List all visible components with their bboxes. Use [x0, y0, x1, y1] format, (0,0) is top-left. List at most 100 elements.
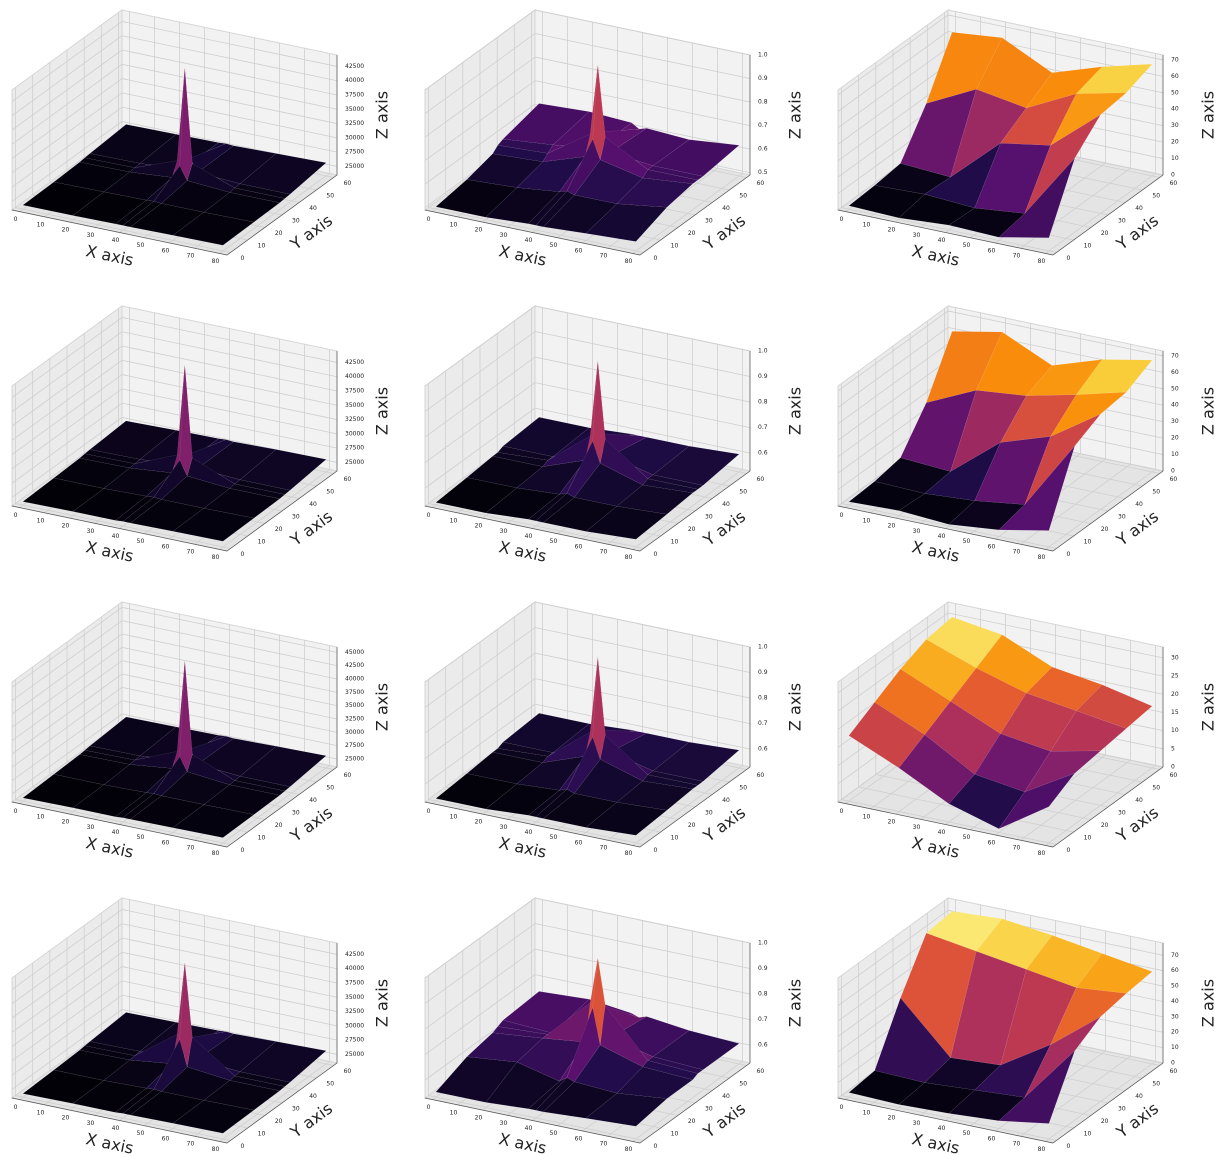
- x-tick-label: 30: [87, 528, 95, 535]
- z-tick-label: 60: [1171, 369, 1179, 376]
- grid-line: [837, 376, 949, 458]
- x-tick-label: 40: [525, 533, 533, 540]
- axis-line: [424, 505, 641, 552]
- axis-line: [1052, 1062, 1164, 1144]
- x-tick-label: 30: [500, 232, 508, 239]
- grid-line: [11, 331, 123, 413]
- grid-line: [428, 799, 644, 845]
- grid-line: [121, 606, 338, 653]
- y-tick-label: 50: [326, 489, 334, 496]
- grid-line: [11, 909, 123, 990]
- z-tick-label: 50: [1171, 385, 1179, 392]
- grid-line: [11, 345, 123, 427]
- grid-line: [121, 317, 338, 363]
- grid-line: [424, 356, 536, 438]
- y-tick-label: 10: [1084, 243, 1092, 250]
- x-tick-label: 30: [500, 1120, 508, 1127]
- x-tick-label: 0: [840, 216, 844, 223]
- x-tick-label: 20: [62, 227, 70, 234]
- y-tick-label: 30: [1118, 810, 1126, 817]
- grid-line: [121, 402, 338, 449]
- x-tick-label: 0: [427, 1104, 431, 1111]
- x-tick-label: 40: [938, 829, 946, 836]
- x-tick-label: 60: [575, 543, 583, 550]
- grid-line: [121, 35, 338, 82]
- x-tick-label: 20: [62, 523, 70, 530]
- z-tick-label: 1.0: [758, 940, 768, 947]
- y-tick-label: 50: [739, 489, 747, 496]
- x-tick-label: 40: [525, 1125, 533, 1132]
- grid-line: [534, 703, 751, 750]
- x-axis-label: X axis: [84, 241, 135, 270]
- x-tick-label: 40: [525, 829, 533, 836]
- z-axis-label: Z axis: [373, 387, 392, 435]
- grid-line: [424, 678, 536, 759]
- grid-line: [947, 310, 1164, 357]
- x-tick-label: 10: [450, 1109, 458, 1116]
- grid-line: [121, 359, 338, 406]
- x-tick-label: 70: [187, 845, 195, 852]
- y-tick-label: 40: [309, 1093, 317, 1100]
- z-tick-label: 40000: [345, 965, 364, 972]
- surface-patch: [239, 449, 327, 491]
- x-tick-label: 60: [988, 543, 996, 550]
- grid-line: [837, 359, 949, 441]
- axis-line: [837, 505, 1054, 552]
- x-tick-label: 0: [840, 512, 844, 519]
- x-tick-label: 70: [600, 845, 608, 852]
- y-tick-label: 60: [757, 1068, 765, 1075]
- grid-line: [121, 980, 338, 1027]
- subplot: 0 10 20 30 40 50 60 70 80 0 10 20 30 40 50 60 25000 27500…: [10, 9, 392, 270]
- grid-line: [11, 700, 123, 781]
- z-tick-label: 32500: [345, 716, 364, 723]
- surface-patch: [172, 804, 255, 838]
- grid-line: [424, 407, 536, 489]
- z-tick-label: 40000: [345, 676, 364, 683]
- z-tick-label: 0: [1171, 1060, 1175, 1067]
- surface-patch: [998, 157, 1075, 239]
- surface-patch: [172, 212, 255, 246]
- y-tick-label: 60: [1170, 180, 1178, 187]
- y-tick-label: 50: [739, 1081, 747, 1088]
- z-tick-label: 25000: [345, 459, 364, 466]
- z-tick-label: 0: [1171, 468, 1175, 475]
- x-axis-label: X axis: [910, 833, 961, 862]
- x-tick-label: 20: [475, 227, 483, 234]
- z-tick-label: 70: [1171, 56, 1179, 63]
- x-tick-label: 10: [863, 1109, 871, 1116]
- y-tick-label: 30: [292, 218, 300, 225]
- surface-patch: [616, 177, 693, 208]
- grid-line: [841, 503, 1057, 549]
- grid-line: [424, 80, 536, 161]
- z-tick-label: 0.7: [758, 424, 768, 431]
- z-tick-label: 30: [1171, 654, 1179, 661]
- x-tick-label: 20: [62, 1115, 70, 1122]
- x-tick-label: 80: [625, 1146, 633, 1153]
- surface-patch: [642, 774, 698, 790]
- z-tick-label: 0.9: [758, 965, 768, 972]
- y-tick-label: 40: [309, 205, 317, 212]
- x-tick-label: 40: [112, 829, 120, 836]
- grid-line: [15, 503, 231, 549]
- y-tick-label: 40: [722, 1093, 730, 1100]
- grid-line: [11, 35, 123, 117]
- axis-line: [1052, 766, 1164, 848]
- grid-line: [11, 966, 123, 1047]
- z-axis-label: Z axis: [373, 683, 392, 731]
- x-tick-label: 40: [525, 237, 533, 244]
- y-tick-label: 60: [1170, 1068, 1178, 1075]
- grid-line: [121, 966, 338, 1012]
- y-tick-label: 50: [1152, 1081, 1160, 1088]
- surface-patch: [229, 483, 285, 499]
- grid-line: [121, 646, 338, 693]
- grid-line: [121, 673, 338, 720]
- grid-line: [11, 1009, 123, 1090]
- grid-line: [121, 660, 338, 707]
- z-tick-label: 30: [1171, 418, 1179, 425]
- grid-line: [121, 374, 338, 420]
- axis-line: [837, 209, 1054, 256]
- z-tick-label: 40000: [345, 373, 364, 380]
- x-tick-label: 30: [913, 1120, 921, 1127]
